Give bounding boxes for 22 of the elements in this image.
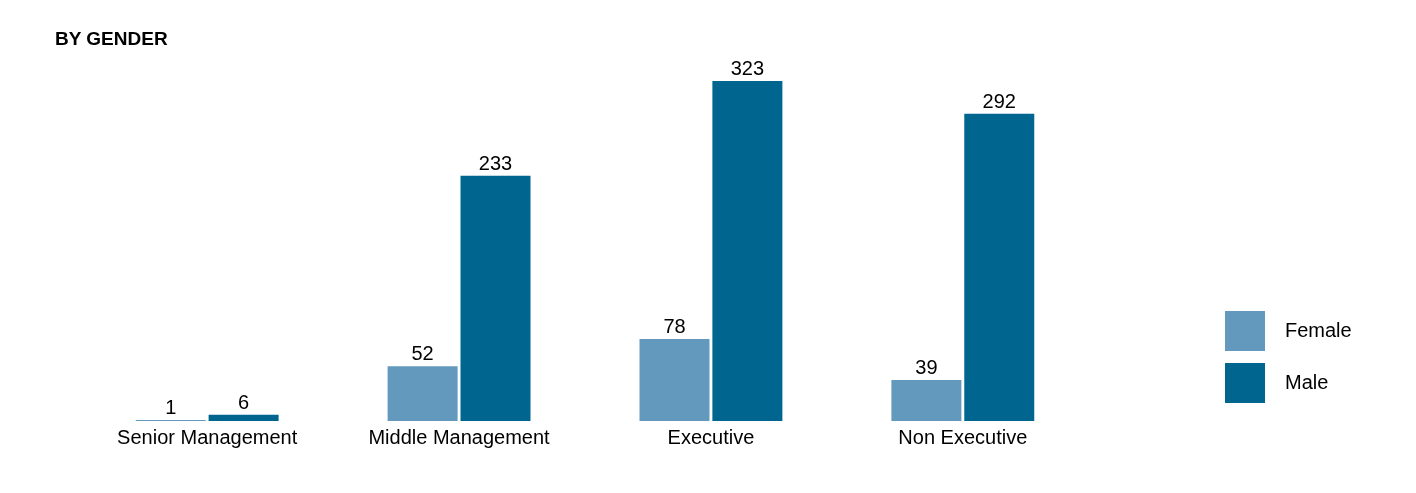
- data-label: 52: [411, 342, 434, 365]
- x-tick-label: Senior Management: [117, 425, 298, 448]
- x-tick-label: Non Executive: [898, 425, 1028, 448]
- x-tick-label: Middle Management: [368, 425, 551, 448]
- chart-title: BY GENDER: [55, 28, 168, 49]
- bar: [208, 414, 279, 421]
- bar: [639, 338, 710, 421]
- bar: [891, 379, 962, 421]
- data-label: 292: [982, 89, 1016, 112]
- data-label: 323: [730, 57, 765, 79]
- bar: [387, 366, 458, 421]
- data-label: 6: [238, 390, 250, 413]
- bar: [964, 113, 1035, 421]
- legend-label: Male: [1285, 371, 1329, 393]
- bar: [460, 175, 531, 421]
- data-label: 39: [915, 355, 938, 378]
- x-tick-label: Executive: [667, 425, 755, 448]
- data-label: 233: [478, 151, 513, 174]
- data-label: 78: [663, 314, 686, 337]
- data-label: 1: [165, 395, 177, 418]
- bar: [712, 81, 783, 421]
- legend-label: Female: [1285, 319, 1352, 341]
